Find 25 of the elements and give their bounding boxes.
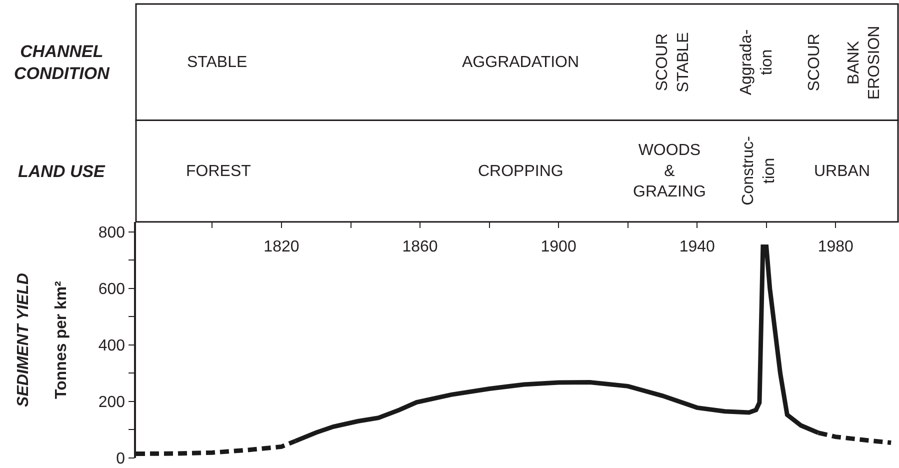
x-tick-label: 1900 — [540, 238, 576, 256]
text: SCOUR — [806, 34, 824, 92]
text: LAND USE — [18, 162, 106, 181]
y-axis-title: Tonnes per km² — [53, 281, 70, 399]
text: BANK EROSION — [845, 26, 884, 100]
y-tick-label: 400 — [98, 338, 126, 355]
y-tick-label: 600 — [98, 280, 126, 298]
x-tick-label: 1940 — [679, 238, 716, 256]
text: Construc- tion — [740, 136, 778, 206]
y-tick-label: 800 — [98, 224, 126, 242]
text: CHANNEL CONDITION — [14, 42, 110, 84]
y-tick-label: 0 — [116, 450, 126, 468]
text: FOREST — [186, 163, 252, 180]
text: WOODS & GRAZING — [633, 142, 706, 201]
text: SCOUR STABLE — [654, 32, 692, 92]
text: CROPPING — [478, 163, 564, 180]
x-tick-label: 1860 — [402, 238, 438, 256]
text: STABLE — [187, 54, 248, 71]
x-tick-label: 1820 — [264, 238, 300, 256]
text: Aggrada- tion — [738, 29, 776, 96]
x-tick-label: 1980 — [818, 238, 854, 256]
text: AGGRADATION — [462, 54, 580, 71]
y-tick-label: 200 — [98, 394, 126, 412]
text: SEDIMENT YIELD — [15, 272, 32, 407]
text: URBAN — [814, 163, 870, 180]
